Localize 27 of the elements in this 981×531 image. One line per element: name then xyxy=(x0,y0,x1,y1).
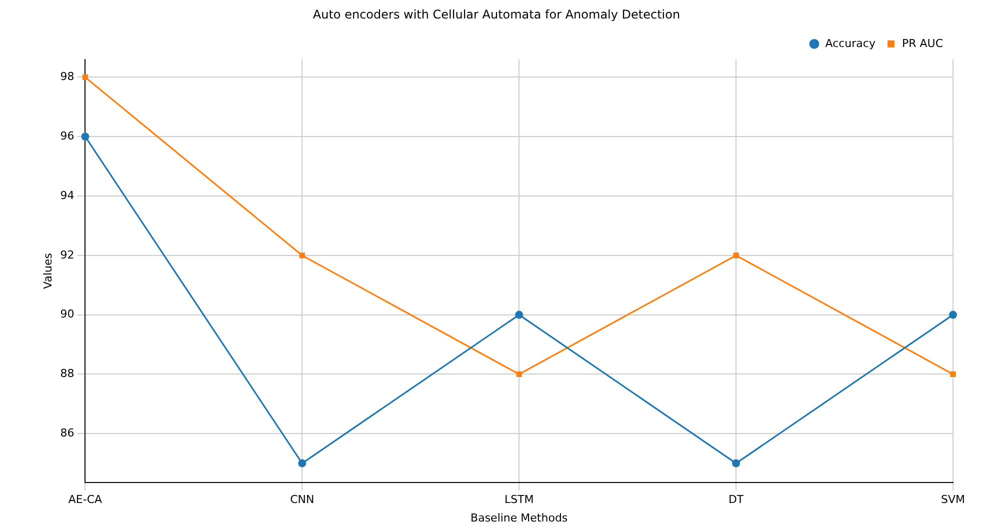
point xyxy=(82,74,88,80)
y-tick-label: 92 xyxy=(60,248,74,262)
point xyxy=(733,252,739,258)
chart-title: Auto encoders with Cellular Automata for Anomaly Detection xyxy=(312,7,680,22)
y-tick-label: 88 xyxy=(60,367,74,380)
y-tick-label: 98 xyxy=(60,70,74,84)
point xyxy=(950,371,956,378)
y-tick-label: 96 xyxy=(60,129,74,142)
point xyxy=(516,371,522,378)
y-tick-label: 90 xyxy=(60,308,74,321)
point xyxy=(298,459,306,468)
y-tick-label: 94 xyxy=(60,188,74,202)
x-tick-label: DT xyxy=(728,493,744,506)
point xyxy=(81,132,90,141)
x-tick-label: CNN xyxy=(290,493,314,506)
legend-label: PR AUC xyxy=(902,36,944,50)
y-tick-label: 86 xyxy=(60,426,74,440)
point xyxy=(515,310,524,319)
x-tick-label: SVM xyxy=(941,493,965,506)
x-axis-title: Baseline Methods xyxy=(470,511,568,524)
point xyxy=(299,252,305,258)
point xyxy=(949,310,957,319)
y-axis-title: Values xyxy=(41,252,54,289)
x-tick-label: LSTM xyxy=(504,493,534,506)
legend-label: Accuracy xyxy=(825,36,876,50)
x-tick-label: AE-CA xyxy=(68,493,102,506)
point xyxy=(732,459,740,468)
